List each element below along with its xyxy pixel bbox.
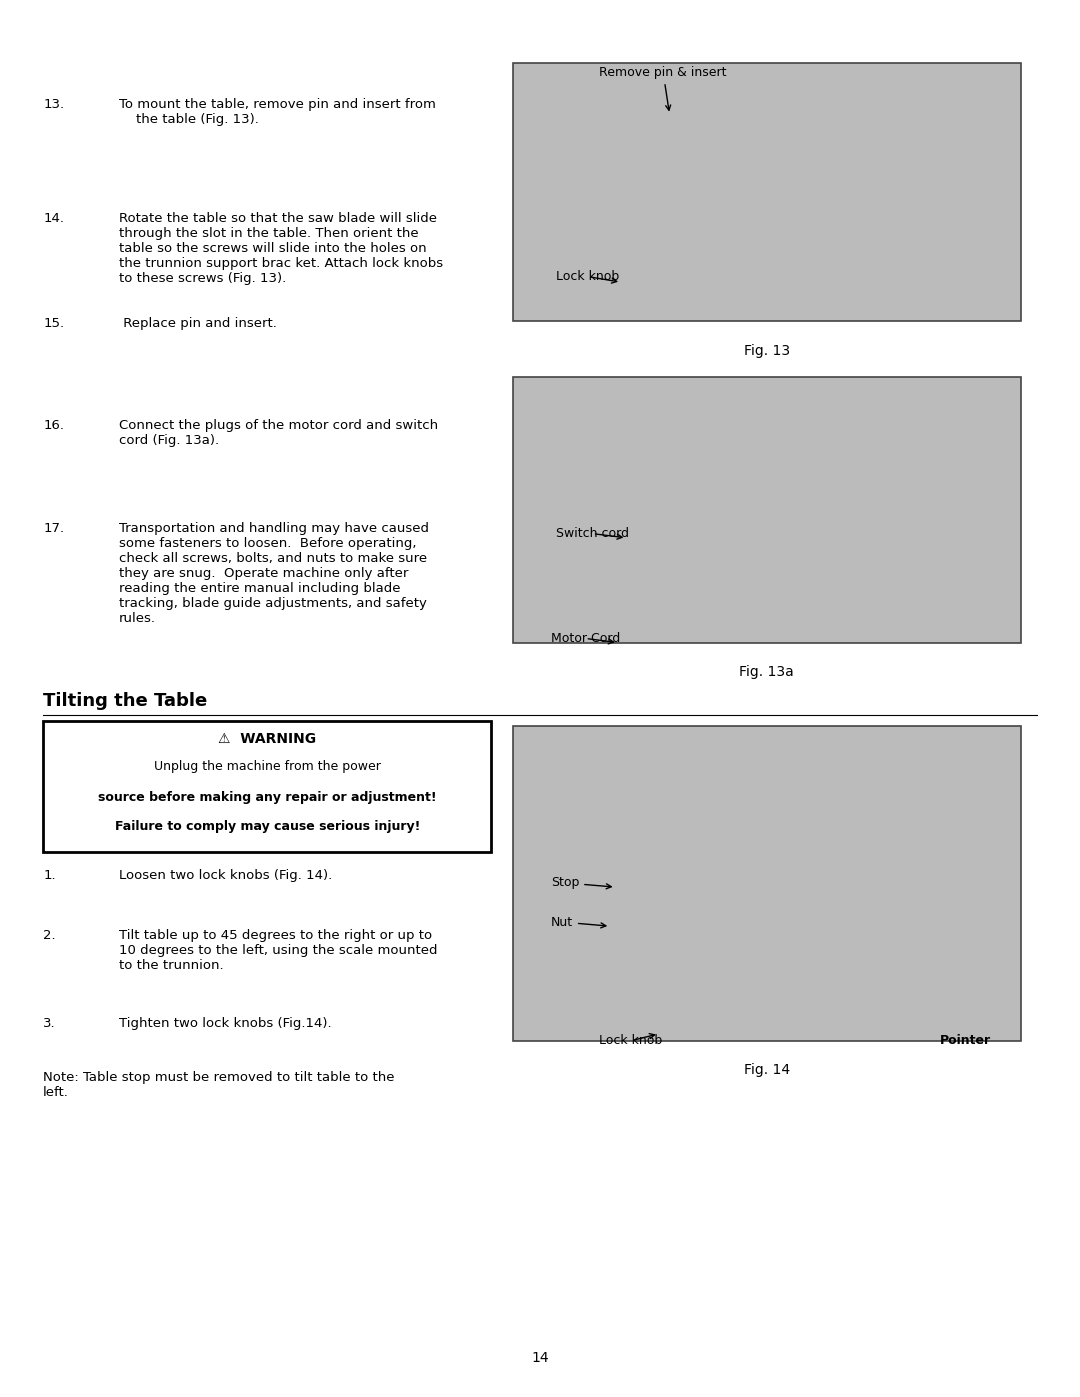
- Text: 17.: 17.: [43, 522, 65, 535]
- Text: Tilting the Table: Tilting the Table: [43, 692, 207, 710]
- FancyBboxPatch shape: [513, 63, 1021, 321]
- Text: Unplug the machine from the power: Unplug the machine from the power: [153, 760, 381, 773]
- Text: Nut: Nut: [551, 915, 606, 929]
- Text: Tighten two lock knobs (Fig.14).: Tighten two lock knobs (Fig.14).: [119, 1017, 332, 1030]
- Text: 14: 14: [531, 1351, 549, 1365]
- Text: Remove pin & insert: Remove pin & insert: [599, 66, 727, 110]
- Text: Stop: Stop: [551, 876, 611, 890]
- Text: Fig. 13: Fig. 13: [744, 344, 789, 358]
- Text: source before making any repair or adjustment!: source before making any repair or adjus…: [98, 791, 436, 803]
- Text: Note: Table stop must be removed to tilt table to the
left.: Note: Table stop must be removed to tilt…: [43, 1071, 394, 1099]
- Text: Rotate the table so that the saw blade will slide
through the slot in the table.: Rotate the table so that the saw blade w…: [119, 212, 443, 285]
- FancyBboxPatch shape: [513, 377, 1021, 643]
- Text: Transportation and handling may have caused
some fasteners to loosen.  Before op: Transportation and handling may have cau…: [119, 522, 429, 626]
- Text: Pointer: Pointer: [940, 1034, 990, 1048]
- Text: Motor Cord: Motor Cord: [551, 631, 620, 645]
- Text: 2.: 2.: [43, 929, 56, 942]
- Text: To mount the table, remove pin and insert from
    the table (Fig. 13).: To mount the table, remove pin and inser…: [119, 98, 435, 126]
- FancyBboxPatch shape: [43, 721, 491, 852]
- Text: 3.: 3.: [43, 1017, 56, 1030]
- FancyBboxPatch shape: [513, 726, 1021, 1041]
- Text: Fig. 14: Fig. 14: [744, 1063, 789, 1077]
- Text: Tilt table up to 45 degrees to the right or up to
10 degrees to the left, using : Tilt table up to 45 degrees to the right…: [119, 929, 437, 972]
- Text: Lock knob: Lock knob: [599, 1034, 663, 1048]
- Text: Replace pin and insert.: Replace pin and insert.: [119, 317, 276, 330]
- Text: Fig. 13a: Fig. 13a: [740, 665, 794, 679]
- Text: Connect the plugs of the motor cord and switch
cord (Fig. 13a).: Connect the plugs of the motor cord and …: [119, 419, 437, 447]
- Text: 15.: 15.: [43, 317, 65, 330]
- Text: 13.: 13.: [43, 98, 65, 110]
- Text: Failure to comply may cause serious injury!: Failure to comply may cause serious inju…: [114, 820, 420, 833]
- Text: Loosen two lock knobs (Fig. 14).: Loosen two lock knobs (Fig. 14).: [119, 869, 332, 882]
- Text: 1.: 1.: [43, 869, 56, 882]
- Text: 14.: 14.: [43, 212, 64, 225]
- Text: Switch cord: Switch cord: [556, 527, 630, 541]
- Text: ⚠  WARNING: ⚠ WARNING: [218, 732, 316, 746]
- Text: 16.: 16.: [43, 419, 64, 432]
- Text: Lock knob: Lock knob: [556, 270, 620, 284]
